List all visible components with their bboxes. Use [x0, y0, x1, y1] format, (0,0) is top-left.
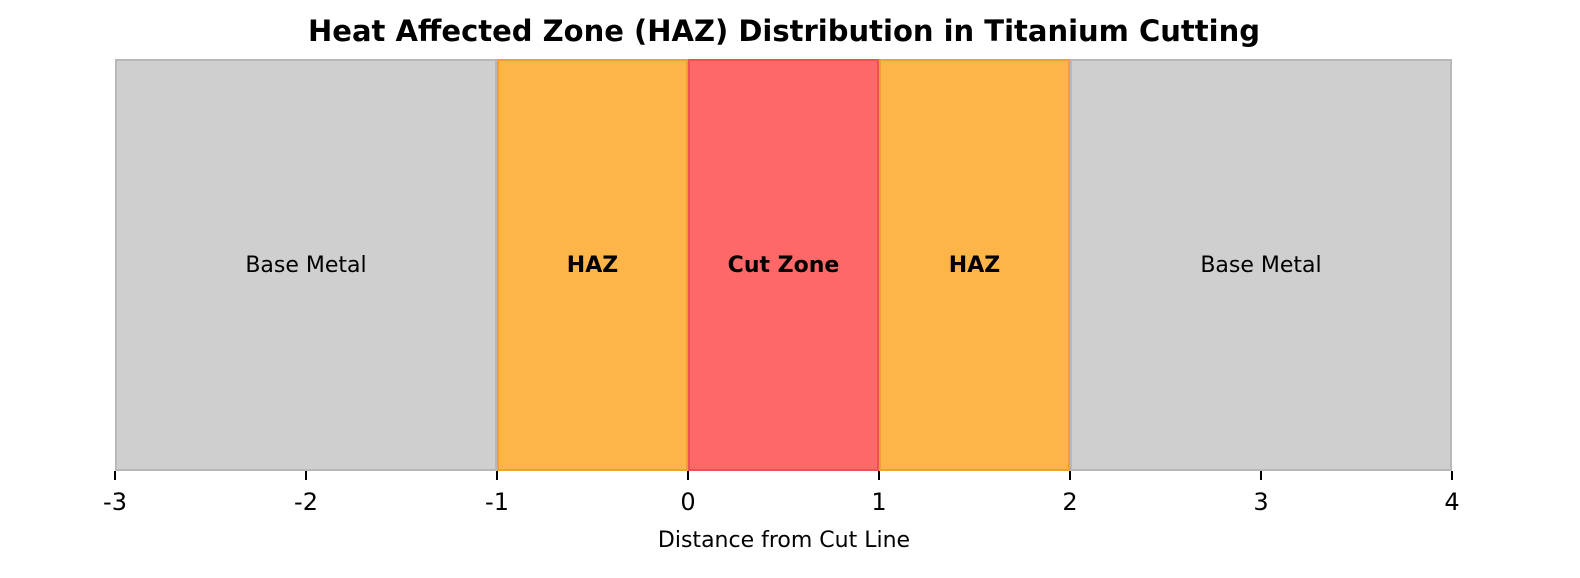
x-tick — [687, 471, 689, 480]
chart-title: Heat Affected Zone (HAZ) Distribution in… — [308, 14, 1260, 48]
x-tick — [1260, 471, 1262, 480]
x-tick-label: 0 — [680, 488, 696, 516]
x-tick — [305, 471, 307, 480]
x-tick-label: -2 — [294, 488, 318, 516]
x-tick — [114, 471, 116, 480]
x-tick — [496, 471, 498, 480]
x-tick-label: 4 — [1444, 488, 1460, 516]
zone-haz-left: HAZ — [497, 59, 688, 471]
zone-base-metal-left: Base Metal — [115, 59, 497, 471]
x-axis-label: Distance from Cut Line — [657, 528, 911, 553]
zone-label: Base Metal — [245, 252, 367, 278]
x-tick-label: -3 — [103, 488, 127, 516]
zone-base-metal-right: Base Metal — [1070, 59, 1452, 471]
plot-area: Base Metal HAZ Cut Zone HAZ Base Metal — [115, 59, 1452, 471]
x-tick — [878, 471, 880, 480]
zone-label: HAZ — [948, 252, 1001, 278]
zone-haz-right: HAZ — [879, 59, 1070, 471]
zone-label: Base Metal — [1200, 252, 1322, 278]
x-tick — [1451, 471, 1453, 480]
x-tick-label: 3 — [1253, 488, 1269, 516]
zone-label: Cut Zone — [727, 252, 840, 278]
x-tick-label: 2 — [1062, 488, 1078, 516]
zone-label: HAZ — [566, 252, 619, 278]
x-tick-label: -1 — [485, 488, 509, 516]
zone-cut: Cut Zone — [688, 59, 879, 471]
x-tick — [1069, 471, 1071, 480]
x-tick-label: 1 — [871, 488, 887, 516]
